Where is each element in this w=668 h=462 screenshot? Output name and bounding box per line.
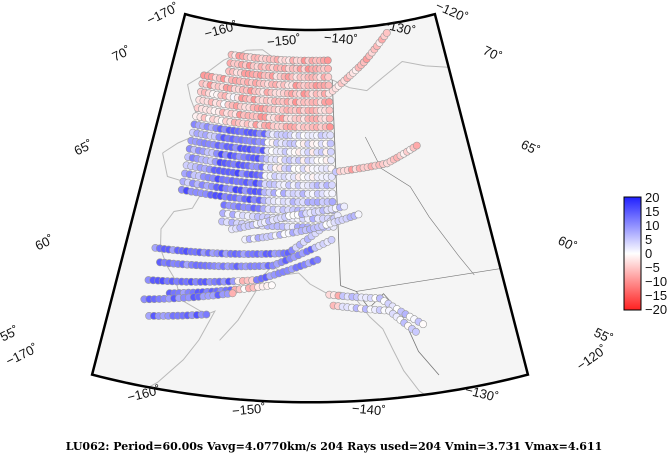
velocity-cell xyxy=(327,156,335,165)
colorbar-label: −5 xyxy=(645,260,660,275)
colorbar-label: 20 xyxy=(645,190,660,205)
velocity-cell xyxy=(412,141,421,150)
velocity-cell xyxy=(326,131,335,140)
colorbar-label: 15 xyxy=(645,204,660,219)
top-lon-label: −140˚ xyxy=(323,29,359,48)
velocity-cell xyxy=(325,114,334,123)
figure-caption: LU062: Period=60.00s Vavg=4.0770km/s 204… xyxy=(65,440,603,453)
colorbar xyxy=(623,196,642,311)
velocity-cell xyxy=(340,202,349,211)
colorbar-label: 10 xyxy=(645,218,660,233)
velocity-cell xyxy=(326,123,334,131)
colorbar-label: −20 xyxy=(645,302,668,317)
map-frame xyxy=(90,12,530,404)
bottom-lon-label: −150˚ xyxy=(231,400,267,419)
velocity-cell xyxy=(411,327,420,336)
velocity-cell xyxy=(228,289,237,298)
velocity-cell xyxy=(326,147,335,156)
colorbar-label: −15 xyxy=(645,288,668,303)
velocity-cell xyxy=(324,73,333,81)
velocity-cell xyxy=(267,281,276,290)
velocity-cell xyxy=(327,172,336,181)
velocity-cell xyxy=(324,64,332,73)
top-lon-label: −150˚ xyxy=(266,31,302,50)
international-border xyxy=(331,79,341,286)
velocity-cell xyxy=(419,320,427,329)
velocity-cell xyxy=(328,189,337,198)
velocity-cell xyxy=(323,56,332,65)
velocity-cell xyxy=(327,235,336,244)
colorbar-label: −10 xyxy=(645,274,668,289)
colorbar-label: 0 xyxy=(645,246,653,261)
colorbar-label: 5 xyxy=(645,232,653,247)
velocity-cell xyxy=(313,255,322,264)
velocity-cell xyxy=(354,210,363,219)
velocity-cell xyxy=(326,139,335,148)
territory-border xyxy=(356,268,501,292)
bottom-lon-label: −140˚ xyxy=(351,400,387,419)
velocity-cell xyxy=(202,310,211,319)
velocity-cell xyxy=(328,181,336,189)
velocity-cell xyxy=(328,197,337,206)
velocity-cell xyxy=(325,98,334,106)
velocity-cell xyxy=(325,106,334,115)
velocity-cell xyxy=(382,29,391,37)
velocity-cell xyxy=(324,81,333,90)
